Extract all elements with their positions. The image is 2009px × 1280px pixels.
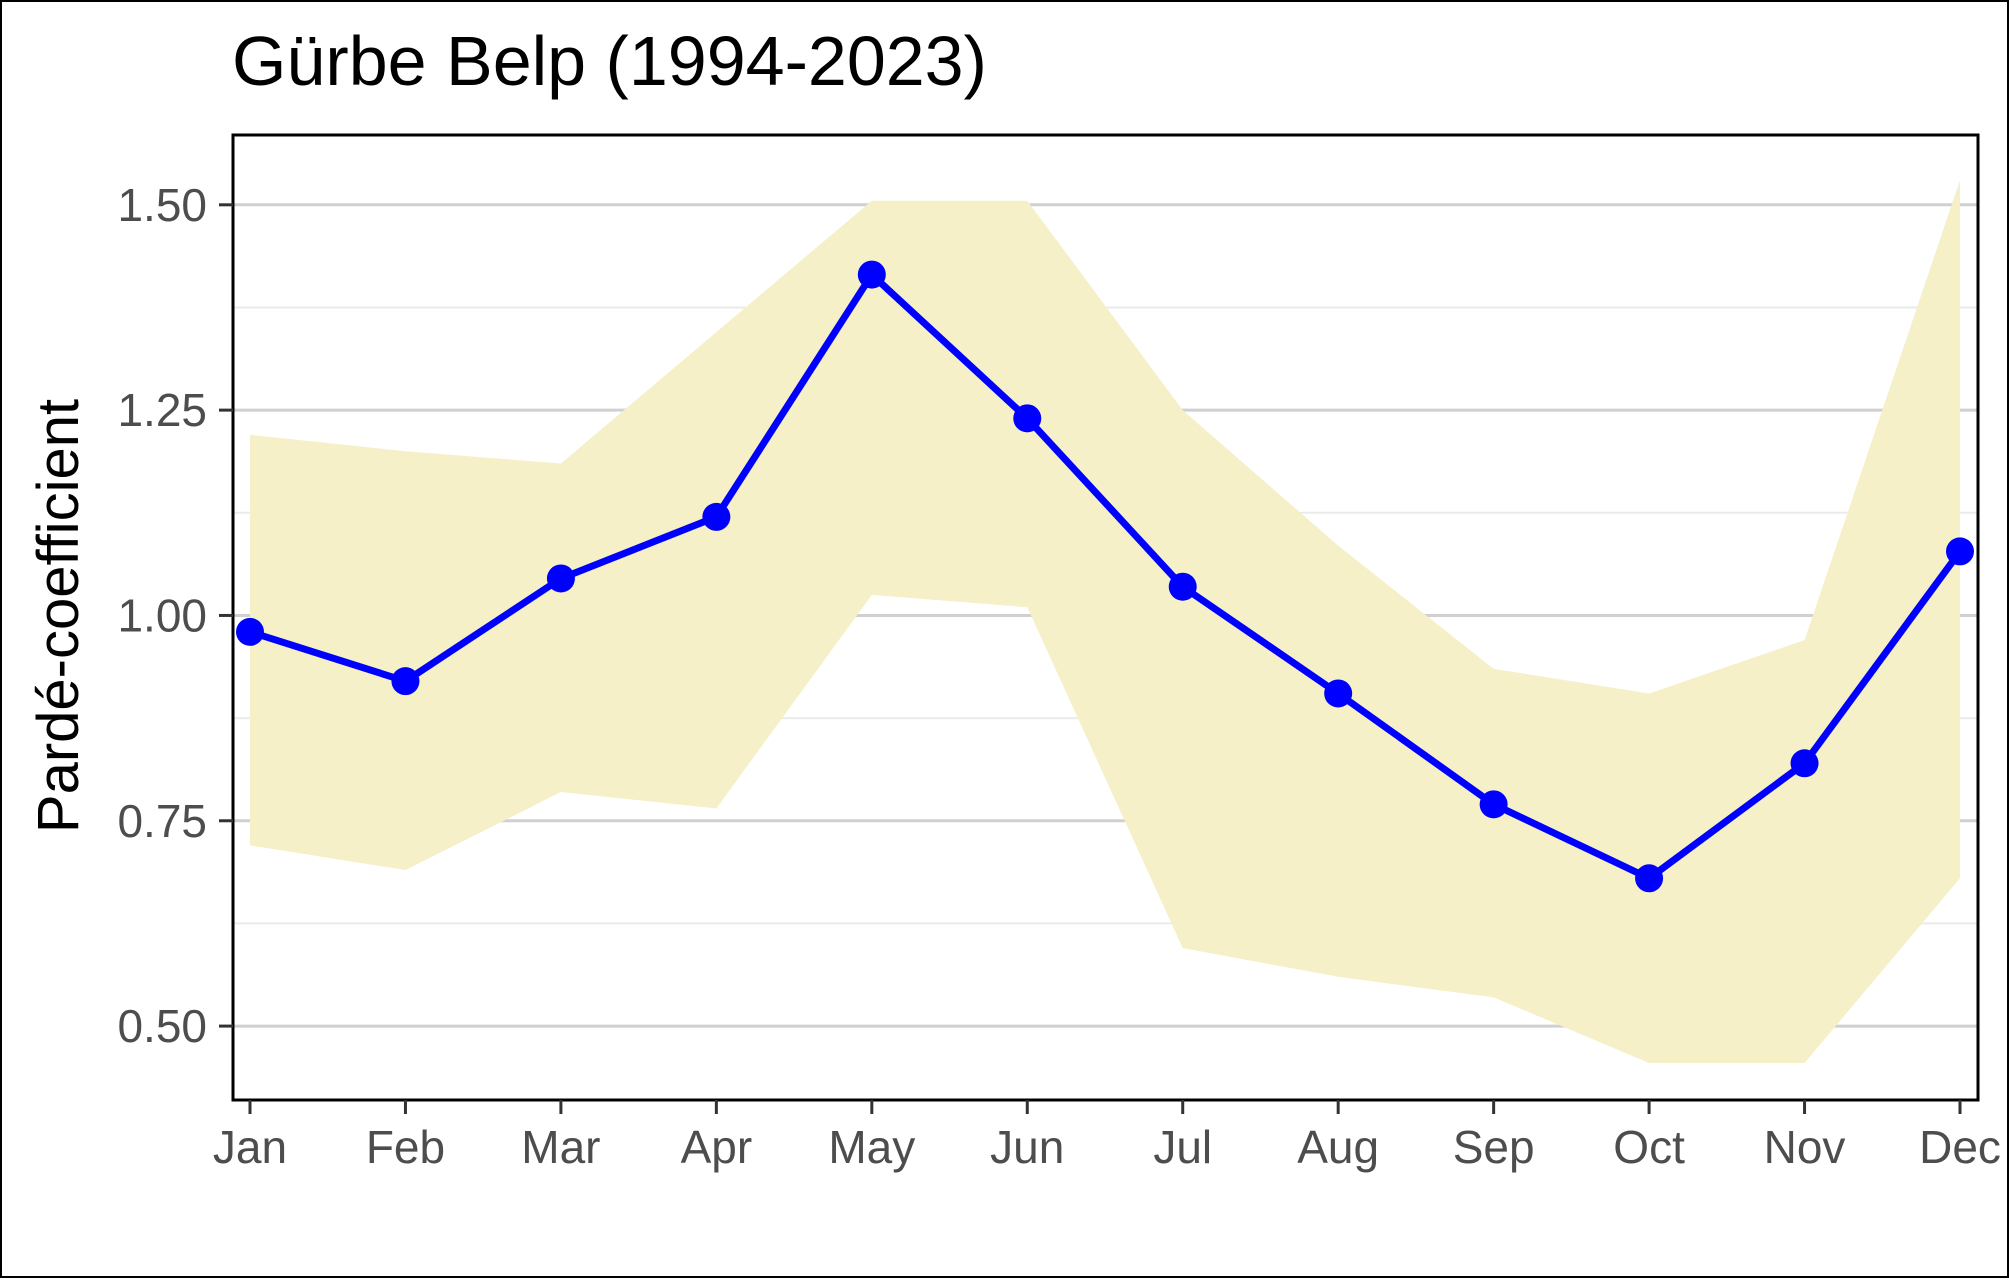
data-point xyxy=(1168,572,1197,601)
x-tick-label: Mar xyxy=(521,1121,600,1173)
y-tick-label: 1.00 xyxy=(117,589,207,641)
data-point xyxy=(546,564,575,593)
range-band-layer xyxy=(250,180,1960,1064)
x-tick-label: Jan xyxy=(213,1121,287,1173)
range-band xyxy=(250,180,1960,1064)
data-point xyxy=(1479,790,1508,819)
x-tick-label: Nov xyxy=(1764,1121,1846,1173)
data-point xyxy=(1324,679,1353,708)
data-point xyxy=(1790,749,1819,778)
x-tick-label: Jul xyxy=(1153,1121,1212,1173)
chart-title: Gürbe Belp (1994-2023) xyxy=(232,22,987,100)
data-point xyxy=(857,260,886,289)
data-point xyxy=(1635,864,1664,893)
x-tick-label: Oct xyxy=(1613,1121,1685,1173)
data-point xyxy=(1013,404,1042,433)
y-tick-label: 0.75 xyxy=(117,795,207,847)
x-tick-label: Sep xyxy=(1453,1121,1535,1173)
x-tick-label: Aug xyxy=(1297,1121,1379,1173)
y-tick-label: 1.25 xyxy=(117,384,207,436)
y-tick-label: 1.50 xyxy=(117,179,207,231)
axes-layer: 0.50 0.75 1.00 1.25 1.50 Jan Feb Mar Apr May Jun Ju… xyxy=(117,133,2001,1173)
plot-panel-border xyxy=(231,133,1980,1102)
series-line-layer xyxy=(248,271,1963,882)
x-tick-label: Apr xyxy=(681,1121,753,1173)
series-line xyxy=(248,271,1963,882)
x-tick-label: Feb xyxy=(366,1121,445,1173)
x-tick-label: Dec xyxy=(1919,1121,2001,1173)
y-axis-label: Pardé-coefficient xyxy=(26,399,91,833)
x-tick-label: May xyxy=(828,1121,915,1173)
data-point xyxy=(702,502,731,531)
data-point xyxy=(236,617,264,646)
series-points-layer xyxy=(236,260,1974,893)
data-point xyxy=(1946,537,1974,566)
y-tick-label: 0.50 xyxy=(117,1000,207,1052)
data-point xyxy=(391,667,420,696)
x-tick-label: Jun xyxy=(990,1121,1064,1173)
